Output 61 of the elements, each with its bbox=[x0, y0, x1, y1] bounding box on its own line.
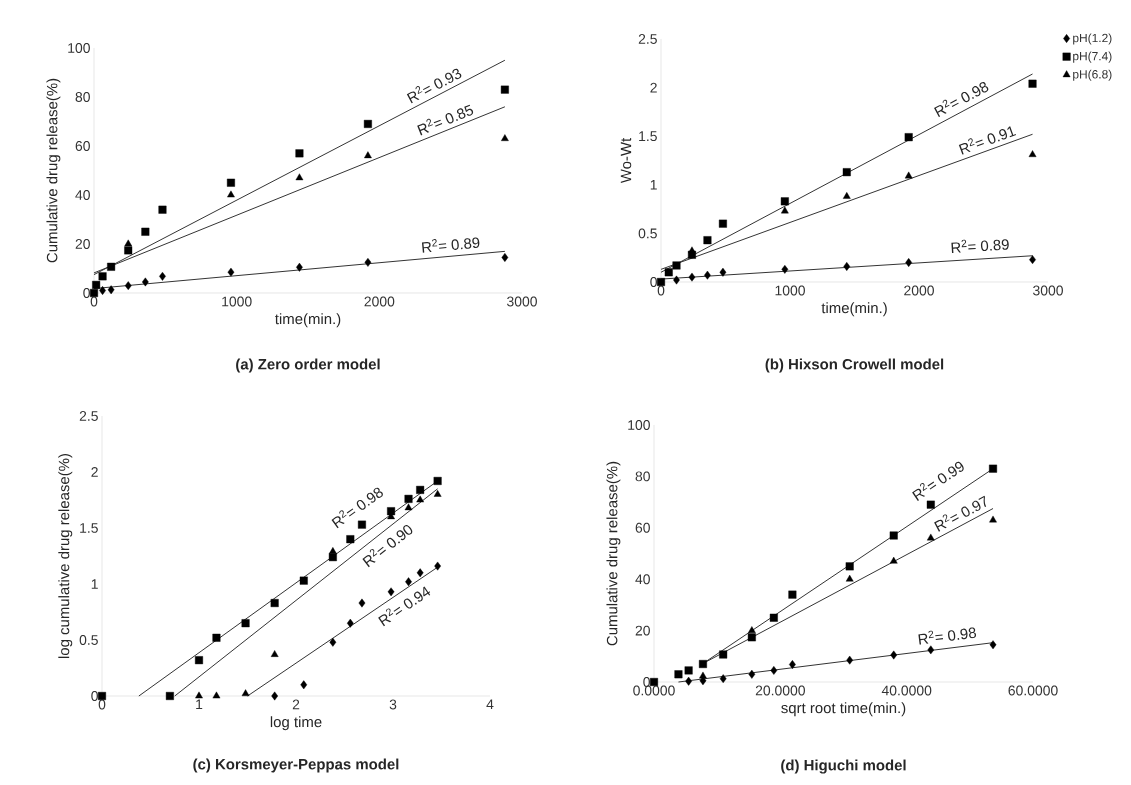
x-tick-label: 20.0000 bbox=[755, 685, 805, 696]
x-axis-title: sqrt root time(min.) bbox=[781, 702, 906, 717]
y-tick-label: 1 bbox=[91, 579, 98, 589]
annotation: R$^{2}$= 0.85 bbox=[417, 104, 474, 136]
y-tick-label: 1.5 bbox=[80, 523, 98, 533]
y-tick-label: 2.5 bbox=[638, 34, 657, 44]
x-tick-label: 3 bbox=[389, 699, 397, 710]
y-tick-label: 60 bbox=[635, 522, 650, 533]
y-axis-title: Cumulative drug release(%) bbox=[46, 78, 61, 263]
y-tick-label: 40 bbox=[75, 190, 90, 200]
annotation: R$^{2}$= 0.91 bbox=[958, 126, 1017, 155]
y-tick-label: 20 bbox=[75, 239, 90, 249]
annotation: R$^{2}$= 0.94 bbox=[378, 586, 431, 627]
y-tick-label: 2.5 bbox=[79, 411, 98, 421]
y-tick-label: 60 bbox=[75, 141, 90, 151]
y-tick-label: 20 bbox=[635, 625, 650, 636]
y-tick-label: 100 bbox=[68, 43, 90, 53]
x-axis-title: time(min.) bbox=[821, 302, 887, 317]
legend-label: pH(1.2) bbox=[1073, 33, 1112, 45]
x-tick-label: 0 bbox=[657, 285, 665, 296]
y-tick-label: 80 bbox=[75, 92, 90, 102]
annotation: R$^{2}$= 0.98 bbox=[934, 82, 989, 118]
y-tick-label: 80 bbox=[635, 471, 650, 482]
y-tick-label: 0 bbox=[643, 677, 650, 687]
y-tick-label: 0.5 bbox=[638, 228, 657, 239]
x-tick-label: 2 bbox=[292, 699, 300, 710]
y-tick-label: 1.5 bbox=[639, 131, 657, 142]
x-axis-title: log time bbox=[270, 716, 322, 731]
y-tick-label: 0.5 bbox=[79, 635, 98, 645]
y-tick-label: 1 bbox=[650, 180, 657, 190]
legend-label: pH(6.8) bbox=[1073, 69, 1112, 81]
x-tick-label: 3000 bbox=[1033, 285, 1063, 296]
annotation: R$^{2}$= 0.89 bbox=[421, 237, 480, 253]
x-tick-label: 4 bbox=[486, 699, 494, 710]
x-tick-label: 1 bbox=[196, 699, 203, 710]
x-tick-label: 60.0000 bbox=[1008, 685, 1058, 696]
annotation: R$^{2}$= 0.89 bbox=[951, 239, 1009, 254]
x-axis-title: time(min.) bbox=[275, 313, 341, 328]
x-tick-label: 1000 bbox=[222, 296, 252, 307]
y-tick-label: 0 bbox=[650, 277, 657, 287]
x-tick-label: 2000 bbox=[364, 296, 395, 307]
x-tick-label: 1000 bbox=[775, 285, 805, 296]
x-tick-label: 40.0000 bbox=[881, 685, 932, 696]
legend-label: pH(7.4) bbox=[1073, 51, 1112, 63]
y-tick-label: 40 bbox=[635, 574, 650, 585]
x-tick-label: 3000 bbox=[507, 296, 537, 307]
x-tick-label: 0.0000 bbox=[633, 685, 675, 696]
annotation: R$^{2}$= 0.98 bbox=[918, 627, 977, 645]
annotation: R$^{2}$= 0.93 bbox=[406, 68, 462, 104]
y-axis-title: Wo-Wt bbox=[620, 137, 632, 184]
x-tick-label: 0 bbox=[98, 699, 106, 710]
text: (c) Korsmeyer-Peppas model bbox=[193, 758, 399, 773]
text: (d) Higuchi model bbox=[781, 759, 906, 774]
text: (b) Hixson Crowell model bbox=[765, 358, 944, 373]
x-tick-label: 2000 bbox=[904, 285, 934, 296]
y-axis-title: Cumulative drug release(%) bbox=[606, 461, 621, 646]
y-tick-label: 100 bbox=[628, 420, 650, 430]
y-axis-title: log cumulative drug release(%) bbox=[58, 453, 73, 658]
text: (a) Zero order model bbox=[236, 358, 380, 373]
y-tick-label: 2 bbox=[91, 467, 98, 477]
y-tick-label: 2 bbox=[650, 82, 657, 93]
